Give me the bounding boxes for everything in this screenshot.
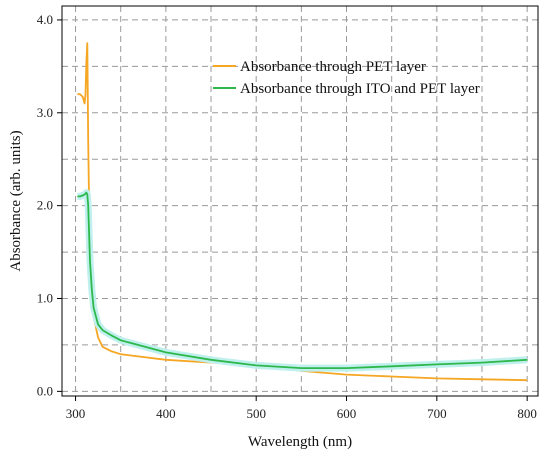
x-tick-label: 500: [246, 406, 266, 421]
x-tick-label: 300: [66, 406, 86, 421]
series-line-ito-pet: [77, 191, 528, 369]
y-tick-label: 3.0: [37, 105, 53, 120]
x-tick-label: 700: [427, 406, 447, 421]
legend: Absorbance through PET layer Absorbance …: [213, 59, 480, 97]
x-tick-label: 800: [517, 406, 537, 421]
series-line-pet: [77, 42, 528, 382]
plot-frame: [61, 5, 539, 397]
x-axis-title: Wavelength (nm): [248, 434, 352, 450]
legend-label-pet: Absorbance through PET layer: [240, 59, 426, 75]
y-tick-label: 1.0: [37, 291, 53, 306]
y-tick-label: 0.0: [37, 383, 53, 398]
grid: [62, 6, 538, 396]
series-noise-band: [76, 189, 528, 372]
y-axis-title: Absorbance (arb. units): [8, 130, 24, 271]
x-tick-label: 400: [156, 406, 176, 421]
legend-label-ito-pet: Absorbance through ITO and PET layer: [240, 81, 480, 97]
y-tick-label: 2.0: [37, 198, 53, 213]
x-tick-label: 600: [337, 406, 357, 421]
axes: 300 400 500 600 700 800 0.0 1.0 2.0 3.0 4.0: [37, 12, 537, 421]
y-tick-label: 4.0: [37, 12, 53, 27]
series: [76, 42, 528, 382]
